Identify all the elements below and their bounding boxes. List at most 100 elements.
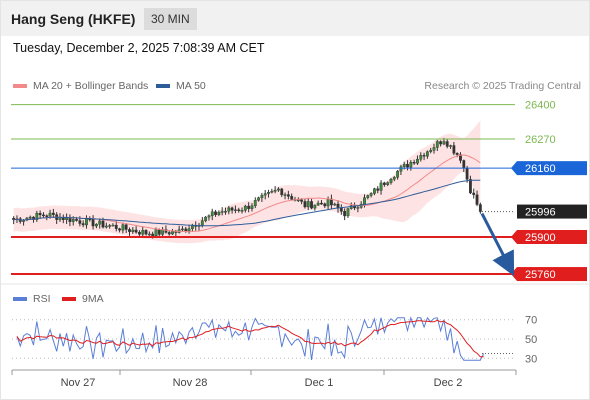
candle-bearish xyxy=(45,215,49,217)
legend-9ma: 9MA xyxy=(62,293,104,305)
moving-averages xyxy=(13,154,481,233)
candle-bullish xyxy=(316,202,320,206)
candle-bearish xyxy=(167,232,171,235)
candle-bearish xyxy=(128,229,131,232)
candle-bullish xyxy=(425,151,429,157)
candle-bearish xyxy=(462,160,466,169)
candle-bullish xyxy=(187,228,191,232)
candle-bearish xyxy=(475,194,479,205)
candle-bullish xyxy=(373,188,376,194)
candle-bullish xyxy=(243,205,247,211)
rsi-9ma-line xyxy=(16,319,484,358)
copyright: Research © 2025 Trading Central xyxy=(424,80,581,92)
support-label: 25900 xyxy=(525,232,556,244)
rsi-tick-label: 50 xyxy=(525,334,537,346)
candle-bearish xyxy=(78,220,82,224)
candle-bearish xyxy=(455,153,459,155)
rsi-legend-label: RSI xyxy=(33,293,51,305)
candle-bullish xyxy=(369,193,373,196)
timeframe-badge[interactable]: 30 MIN xyxy=(144,8,197,30)
candle-bullish xyxy=(257,197,260,201)
candle-bearish xyxy=(478,204,482,212)
candle-bullish xyxy=(200,220,204,226)
candle-bullish xyxy=(217,212,221,215)
x-tick-label: Nov 27 xyxy=(61,377,96,389)
candle-bullish xyxy=(326,198,330,207)
candle-bullish xyxy=(306,201,310,208)
9ma-legend-label: 9MA xyxy=(82,293,104,305)
support-tag-pointer xyxy=(511,267,517,282)
candle-bullish xyxy=(210,211,214,216)
candle-bullish xyxy=(147,233,151,236)
timestamp: Tuesday, December 2, 2025 7:08:39 AM CET xyxy=(13,41,265,55)
ma20-swatch xyxy=(13,84,27,88)
candle-bearish xyxy=(38,213,42,216)
candle-bearish xyxy=(75,219,78,221)
candle-bearish xyxy=(118,228,121,231)
rsi-tick-label: 70 xyxy=(525,315,537,327)
candle-bullish xyxy=(442,141,446,145)
candle-bullish xyxy=(379,182,383,191)
candle-bearish xyxy=(134,229,138,233)
x-axis: Nov 27 Nov 28 Dec 1 Dec 2 xyxy=(11,370,517,389)
candle-bullish xyxy=(402,164,406,167)
candle-bearish xyxy=(406,164,409,168)
last-price-label: 25996 xyxy=(525,207,556,219)
target-label: 26270 xyxy=(525,134,556,146)
candle-bearish xyxy=(237,209,241,211)
candle-bullish xyxy=(48,212,52,217)
candle-bearish xyxy=(51,212,55,215)
candle-bullish xyxy=(98,220,102,225)
candle-bearish xyxy=(42,214,45,217)
candle-bullish xyxy=(104,225,108,228)
ma50-swatch xyxy=(156,84,170,88)
candle-bullish xyxy=(260,194,264,198)
title-bar: Hang Seng (HKFE) 30 MIN xyxy=(1,1,589,36)
candle-bullish xyxy=(296,199,300,202)
candle-bearish xyxy=(445,141,449,147)
candle-bullish xyxy=(313,204,317,209)
candle-bullish xyxy=(429,150,433,152)
rsi-swatch xyxy=(13,297,27,301)
pivot-tag xyxy=(517,161,587,176)
candle-bearish xyxy=(343,211,347,217)
candle-bearish xyxy=(310,201,313,209)
candle-bullish xyxy=(435,141,439,148)
candle-bullish xyxy=(240,210,244,212)
candle-bearish xyxy=(412,162,416,164)
ma20-legend-label: MA 20 + Bollinger Bands xyxy=(33,80,149,92)
candle-bullish xyxy=(346,208,350,217)
ma50-legend-label: MA 50 xyxy=(176,80,206,92)
target-label: 26400 xyxy=(525,100,556,112)
candle-bullish xyxy=(111,224,115,227)
candle-bullish xyxy=(121,224,125,231)
x-tick-label: Dec 2 xyxy=(434,377,463,389)
candle-bearish xyxy=(12,218,16,221)
candle-bearish xyxy=(382,182,386,185)
candle-bullish xyxy=(356,207,360,209)
bollinger-band xyxy=(13,120,481,244)
candle-bearish xyxy=(286,194,290,197)
candle-bullish xyxy=(234,209,237,211)
candle-bearish xyxy=(323,203,327,207)
candle-bullish xyxy=(283,194,287,196)
legend-ma50: MA 50 xyxy=(156,80,206,92)
candle-bullish xyxy=(220,211,224,213)
candle-bullish xyxy=(392,177,396,180)
candle-bullish xyxy=(409,162,413,168)
candle-bullish xyxy=(85,218,88,226)
candle-bullish xyxy=(250,205,254,209)
candle-bullish xyxy=(71,219,75,222)
candle-bullish xyxy=(363,197,366,205)
rsi-panel: 70 50 30 xyxy=(12,315,537,365)
candle-bearish xyxy=(303,201,307,208)
candle-bullish xyxy=(396,170,399,178)
candle-bearish xyxy=(151,233,155,237)
candle-bullish xyxy=(227,207,231,212)
candle-bearish xyxy=(144,230,148,235)
ma50-line xyxy=(13,179,481,227)
candle-bullish xyxy=(416,158,419,164)
candle-bearish xyxy=(68,216,72,222)
candle-bearish xyxy=(452,145,456,154)
candle-bullish xyxy=(95,223,98,227)
